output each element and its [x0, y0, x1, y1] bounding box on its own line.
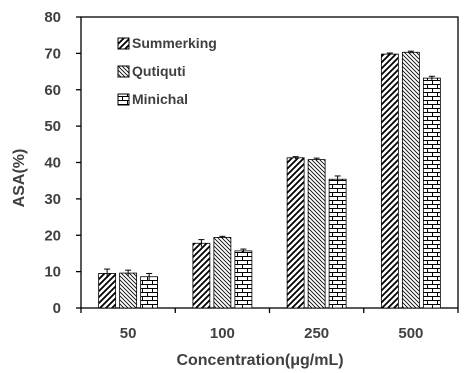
y-tick-label: 30 — [44, 191, 61, 208]
bar-summerking-50 — [98, 273, 117, 309]
x-tick-label: 100 — [210, 325, 235, 342]
legend-swatch-summerking — [117, 37, 130, 50]
y-tick-label: 10 — [44, 264, 61, 281]
bar-minichal-250 — [328, 178, 347, 309]
bar-summerking-500 — [380, 53, 399, 309]
legend-label-minichal: Minichal — [132, 91, 188, 107]
legend: Summerking Qutiquti Minichal — [117, 35, 217, 107]
legend-label-summerking: Summerking — [132, 35, 217, 51]
bar-summerking-250 — [286, 157, 305, 309]
y-tick-label: 0 — [53, 300, 61, 317]
bar-minichal-50 — [140, 276, 159, 309]
x-tick-label: 500 — [398, 325, 423, 342]
bar-qutiquti-500 — [401, 51, 420, 309]
bar-minichal-500 — [422, 77, 441, 309]
x-tick-label: 50 — [120, 325, 137, 342]
bar-minichal-100 — [234, 250, 253, 309]
plot-area: 0 10 20 30 40 50 60 70 80 50 100 250 500 — [44, 9, 459, 342]
x-tick-label: 250 — [304, 325, 329, 342]
y-tick-label: 20 — [44, 227, 61, 244]
plot-frame — [80, 16, 459, 309]
bar-qutiquti-250 — [307, 159, 326, 309]
legend-swatch-minichal — [117, 93, 130, 106]
y-tick-label: 50 — [44, 118, 61, 135]
y-axis-title: ASA(%) — [11, 149, 28, 208]
y-tick-label: 40 — [44, 155, 61, 172]
legend-swatch-qutiquti — [117, 65, 130, 78]
y-tick-label: 70 — [44, 45, 61, 62]
legend-label-qutiquti: Qutiquti — [132, 63, 186, 79]
y-tick-label: 80 — [44, 9, 61, 26]
bar-qutiquti-100 — [213, 237, 232, 309]
bar-summerking-100 — [192, 242, 211, 309]
y-tick-label: 60 — [44, 82, 61, 99]
x-axis-title: Concentration(μg/mL) — [176, 352, 343, 369]
bar-qutiquti-50 — [119, 272, 138, 309]
